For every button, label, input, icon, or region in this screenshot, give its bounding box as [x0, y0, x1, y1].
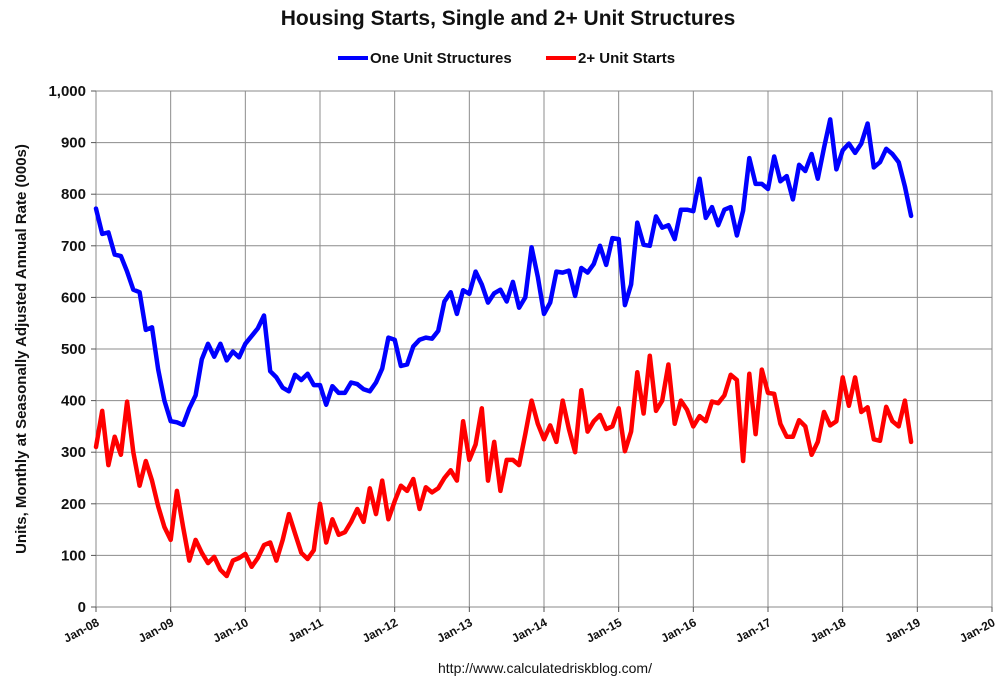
source-url: http://www.calculatedriskblog.com/	[438, 660, 652, 676]
y-tick-label: 400	[61, 393, 86, 410]
x-tick-label: Jan-09	[136, 615, 176, 645]
legend-label-multi-unit: 2+ Unit Starts	[578, 50, 675, 67]
x-axis-ticks: Jan-08 Jan-09 Jan-10 Jan-11 Jan-12 Jan-13 Jan-…	[61, 607, 998, 646]
x-tick-label: Jan-18	[808, 615, 848, 645]
x-tick-label: Jan-14	[509, 615, 549, 645]
gridlines	[96, 90, 992, 607]
series-line-multi-unit	[93, 353, 914, 579]
y-tick-label: 700	[61, 238, 86, 255]
x-tick-label: Jan-11	[286, 615, 326, 645]
y-tick-label: 900	[61, 135, 86, 152]
y-tick-label: 200	[61, 496, 86, 513]
legend-label-one-unit: One Unit Structures	[370, 50, 512, 67]
x-tick-label: Jan-17	[733, 615, 773, 645]
y-tick-label: 500	[61, 341, 86, 358]
y-tick-label: 0	[78, 599, 86, 616]
y-axis-label: Units, Monthly at Seasonally Adjusted An…	[13, 144, 30, 554]
y-tick-label: 300	[61, 444, 86, 461]
y-tick-label: 100	[61, 547, 86, 564]
x-tick-label: Jan-08	[61, 615, 101, 645]
x-tick-label: Jan-20	[957, 615, 997, 645]
x-tick-label: Jan-19	[883, 615, 923, 645]
y-tick-label: 1,000	[48, 83, 86, 100]
y-axis-ticks: 0 100 200 300 400 500 600 700 800 900 1,000	[48, 83, 96, 616]
series-line-one-unit	[93, 117, 914, 428]
x-tick-label: Jan-10	[211, 615, 251, 645]
chart-title: Housing Starts, Single and 2+ Unit Struc…	[281, 7, 736, 30]
x-tick-label: Jan-12	[360, 615, 400, 645]
series-lines	[93, 117, 914, 579]
x-tick-label: Jan-16	[659, 615, 699, 645]
x-tick-label: Jan-15	[584, 615, 624, 645]
y-tick-label: 800	[61, 186, 86, 203]
y-tick-label: 600	[61, 289, 86, 306]
x-tick-label: Jan-13	[435, 615, 475, 645]
legend: One Unit Structures 2+ Unit Starts	[338, 50, 675, 67]
